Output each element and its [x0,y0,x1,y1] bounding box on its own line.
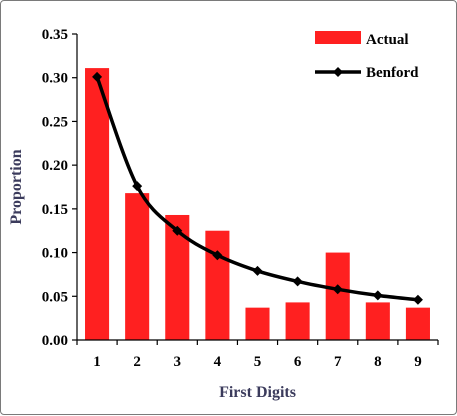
legend-label-benford: Benford [366,65,419,81]
benford-point [372,290,383,301]
legend: Actual Benford [315,31,419,81]
bar-actual [85,68,110,341]
y-tick-label: 0.30 [42,71,68,87]
bar-actual [325,252,350,340]
y-tick-label: 0.25 [42,114,68,130]
y-ticks-group: 0.00 0.05 0.10 0.15 0.20 0.25 0.30 0.35 [42,27,77,349]
y-tick-label: 0.10 [42,246,68,262]
bar-actual [405,307,430,340]
bars-group [85,68,430,341]
y-tick-label: 0.15 [42,202,68,218]
x-tick-label: 2 [133,354,141,370]
x-axis-label: First Digits [219,384,296,401]
bar-actual [245,307,270,340]
x-tick-label: 5 [254,354,262,370]
benford-point [92,71,103,82]
bar-actual [125,193,150,340]
legend-swatch-actual [315,31,361,44]
x-tick-label: 8 [374,354,382,370]
y-tick-label: 0.00 [42,333,68,349]
benford-point [172,225,183,236]
benford-point [292,276,303,287]
benford-point [252,265,263,276]
legend-label-actual: Actual [366,32,409,48]
y-axis-label: Proportion [8,149,25,224]
bar-actual [365,302,390,340]
x-tick-label: 9 [414,354,422,370]
x-tick-label: 3 [174,354,182,370]
x-ticks-group: 1 2 3 4 5 6 7 8 9 [76,340,439,370]
benford-point [332,284,343,295]
bar-actual [205,230,230,340]
x-tick-label: 6 [294,354,302,370]
x-tick-label: 1 [93,354,101,370]
y-tick-label: 0.20 [42,158,68,174]
benford-series-group [92,71,423,305]
benford-point [412,294,423,305]
benford-point [212,250,223,261]
bar-actual [285,302,310,340]
x-tick-label: 7 [334,354,342,370]
x-tick-label: 4 [214,354,222,370]
benford-point [132,181,143,192]
legend-marker-benford [333,67,343,77]
y-tick-label: 0.35 [42,27,68,43]
y-tick-label: 0.05 [42,289,68,305]
